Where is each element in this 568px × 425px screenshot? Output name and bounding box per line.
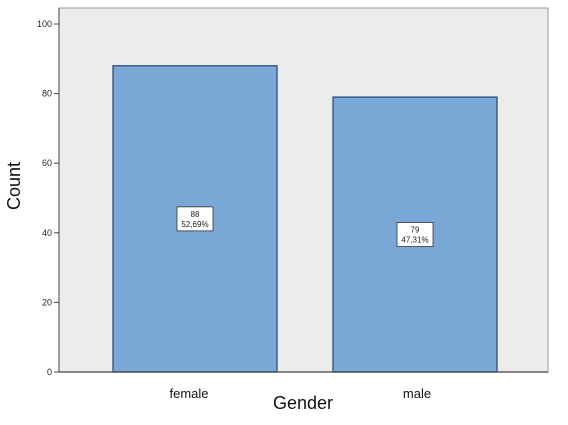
- data-label-percent: 52,69%: [181, 220, 208, 229]
- data-label-count: 79: [411, 226, 420, 235]
- axis-layer: female male 0 20 40 60 80 100: [37, 8, 548, 401]
- x-axis-title: Gender: [273, 393, 333, 413]
- x-tick-label-female: female: [169, 386, 208, 401]
- y-tick-label: 80: [42, 89, 52, 99]
- y-axis-title: Count: [4, 162, 24, 210]
- y-tick-label: 100: [37, 19, 52, 29]
- y-tick-label: 0: [47, 367, 52, 377]
- data-label-count: 88: [191, 210, 200, 219]
- x-tick-label-male: male: [403, 386, 431, 401]
- y-tick-label: 20: [42, 297, 52, 307]
- data-label-box: [176, 206, 214, 232]
- y-tick-label: 60: [42, 158, 52, 168]
- data-label-box: [396, 222, 434, 247]
- data-label-percent: 47,31%: [401, 236, 428, 245]
- y-tick-label: 40: [42, 228, 52, 238]
